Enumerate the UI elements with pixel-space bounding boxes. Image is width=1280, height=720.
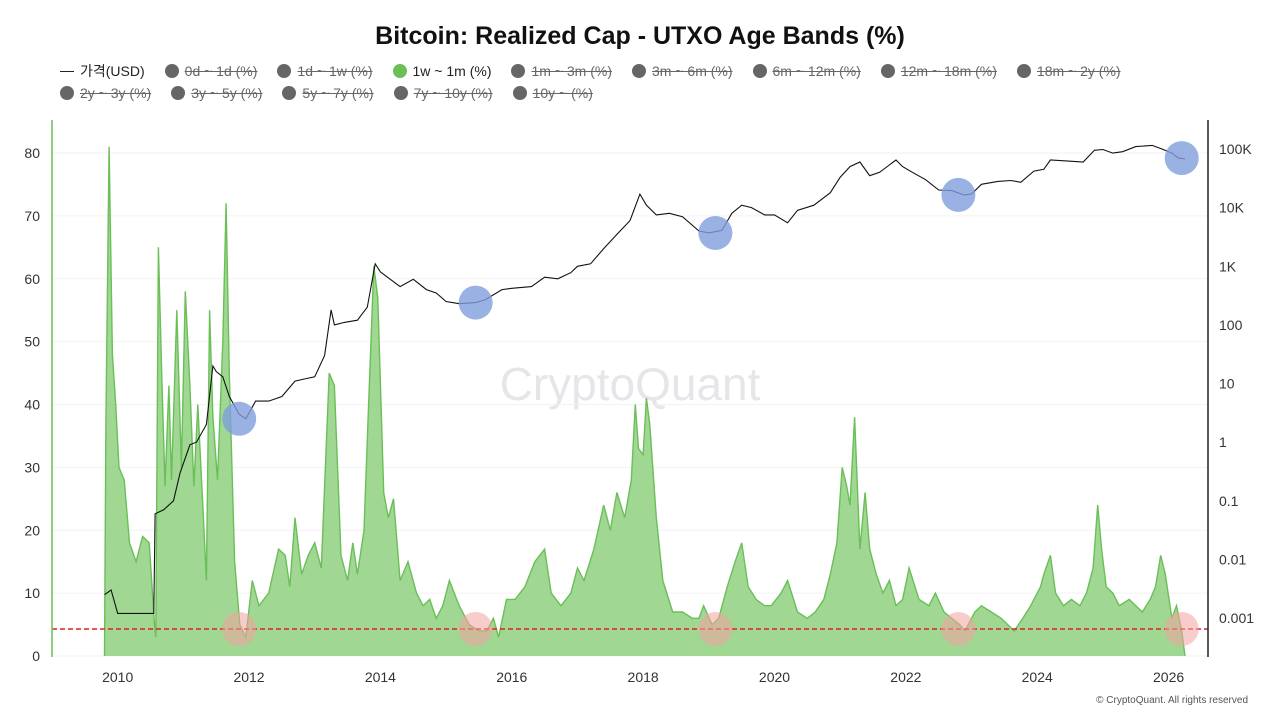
markers [222, 141, 1199, 646]
legend-item-band-5[interactable]: 6m ~ 12m (%) [752, 63, 861, 79]
dot-icon [282, 86, 297, 100]
bottom-marker-blue [941, 177, 976, 212]
bottom-marker-blue [698, 215, 733, 250]
y-right-tick-label: 0.001 [1219, 610, 1254, 626]
y-right-tick-label: 100K [1219, 141, 1252, 157]
dot-icon [512, 86, 527, 100]
y-left-tick-label: 30 [24, 459, 40, 475]
y-right-tick-label: 1 [1219, 434, 1227, 450]
y-left-tick-label: 0 [32, 648, 40, 664]
legend-item-price[interactable]: 가격(USD) [60, 61, 145, 81]
chart-title: Bitcoin: Realized Cap - UTXO Age Bands (… [375, 22, 905, 50]
y-right-tick-label: 10K [1219, 200, 1245, 216]
dot-icon [171, 86, 186, 100]
bottom-marker-blue [1164, 141, 1199, 176]
legend-item-band-12[interactable]: 10y ~ (%) [512, 85, 593, 101]
y-right-tick-label: 0.01 [1219, 551, 1246, 567]
line-swatch-icon [60, 70, 74, 72]
legend-item-band-11[interactable]: 7y ~ 10y (%) [393, 85, 493, 101]
y-left-tick-label: 20 [24, 522, 40, 538]
dot-icon [392, 64, 407, 78]
dot-icon [752, 64, 767, 78]
legend-item-band-7[interactable]: 18m ~ 2y (%) [1016, 63, 1121, 79]
x-tick-label: 2012 [233, 669, 264, 685]
y-right-tick-label: 10 [1219, 376, 1235, 392]
legend-item-band-10[interactable]: 5y ~ 7y (%) [282, 85, 374, 101]
dot-icon [393, 86, 408, 100]
dot-icon [511, 64, 526, 78]
y-left-tick-label: 60 [24, 271, 40, 287]
legend-label: 1w ~ 1m (%) [412, 63, 492, 79]
legend-label: 10y ~ (%) [532, 85, 593, 101]
bottom-marker-red [458, 611, 493, 646]
y-left-tick-label: 40 [24, 397, 40, 413]
axes: 0 10 20 30 40 50 60 70 80 0.001 0.01 0.1 1 10 100 1K 10K… [24, 120, 1254, 685]
bottom-marker-red [941, 611, 976, 646]
legend-label: 7y ~ 10y (%) [413, 85, 493, 101]
legend-label: 18m ~ 2y (%) [1036, 63, 1121, 79]
legend-item-band-3[interactable]: 1m ~ 3m (%) [511, 63, 612, 79]
bottom-marker-blue [222, 401, 257, 436]
watermark: CryptoQuant [500, 358, 761, 410]
legend-row-1: 가격(USD) 0d ~ 1d (%) 1d ~ 1w (%) 1w ~ 1m … [60, 60, 1260, 82]
dot-icon [277, 64, 292, 78]
legend-label: 12m ~ 18m (%) [900, 63, 997, 79]
legend: 가격(USD) 0d ~ 1d (%) 1d ~ 1w (%) 1w ~ 1m … [60, 60, 1260, 104]
bottom-marker-red [222, 611, 257, 646]
legend-label: 0d ~ 1d (%) [184, 63, 258, 79]
y-left-tick-label: 10 [24, 585, 40, 601]
dot-icon [632, 64, 646, 78]
y-right-tick-label: 0.1 [1219, 493, 1239, 509]
x-tick-label: 2020 [759, 669, 790, 685]
bottom-marker-red [1164, 611, 1199, 646]
legend-item-band-0[interactable]: 0d ~ 1d (%) [164, 63, 258, 79]
copyright: © CryptoQuant. All rights reserved [1096, 695, 1248, 706]
dot-icon [60, 86, 74, 100]
dot-icon [164, 64, 179, 78]
legend-label: 5y ~ 7y (%) [302, 85, 374, 101]
legend-item-band-4[interactable]: 3m ~ 6m (%) [632, 63, 733, 79]
dot-icon [880, 64, 895, 78]
legend-item-band-6[interactable]: 12m ~ 18m (%) [880, 63, 997, 79]
legend-label: 가격(USD) [80, 63, 145, 79]
legend-item-band-1[interactable]: 1d ~ 1w (%) [277, 63, 373, 79]
legend-label: 3m ~ 6m (%) [652, 63, 733, 79]
bottom-marker-blue [458, 285, 493, 320]
x-tick-label: 2014 [365, 669, 396, 685]
x-tick-label: 2024 [1022, 669, 1053, 685]
legend-item-band-2[interactable]: 1w ~ 1m (%) [392, 63, 492, 79]
legend-item-band-9[interactable]: 3y ~ 5y (%) [171, 85, 262, 101]
bottom-marker-red [698, 611, 733, 646]
y-left-tick-label: 70 [24, 208, 40, 224]
legend-label: 1m ~ 3m (%) [531, 63, 612, 79]
legend-label: 2y ~ 3y (%) [80, 85, 152, 101]
x-tick-label: 2016 [496, 669, 527, 685]
legend-row-2: 2y ~ 3y (%) 3y ~ 5y (%) 5y ~ 7y (%) 7y ~… [60, 82, 1260, 104]
legend-label: 3y ~ 5y (%) [191, 85, 263, 101]
y-left-tick-label: 80 [24, 145, 40, 161]
legend-label: 1d ~ 1w (%) [297, 63, 373, 79]
x-tick-label: 2026 [1153, 669, 1184, 685]
legend-item-band-8[interactable]: 2y ~ 3y (%) [60, 85, 151, 101]
dot-icon [1016, 64, 1031, 78]
band-line [103, 146, 1186, 657]
grid [52, 152, 1208, 657]
legend-label: 6m ~ 12m (%) [772, 63, 861, 79]
y-right-tick-label: 1K [1219, 258, 1237, 274]
y-right-tick-label: 100 [1219, 317, 1243, 333]
x-tick-label: 2022 [890, 669, 921, 685]
x-tick-label: 2018 [628, 669, 659, 685]
x-tick-label: 2010 [102, 669, 133, 685]
y-left-tick-label: 50 [24, 334, 40, 350]
